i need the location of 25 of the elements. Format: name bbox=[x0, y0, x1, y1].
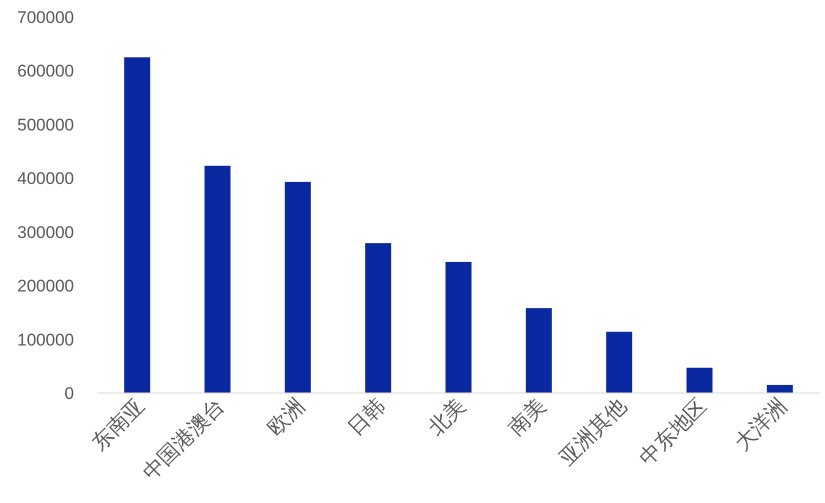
x-tick-label: 欧洲 bbox=[263, 394, 310, 440]
x-tick-label: 大洋洲 bbox=[730, 394, 792, 456]
y-tick-label: 400000 bbox=[17, 169, 74, 188]
y-tick-label: 500000 bbox=[17, 115, 74, 134]
bar bbox=[365, 243, 392, 393]
bar bbox=[766, 384, 793, 393]
y-tick-label: 600000 bbox=[17, 62, 74, 81]
x-tick-label: 北美 bbox=[424, 394, 470, 440]
x-tick-label: 日韩 bbox=[344, 394, 390, 440]
y-tick-label: 100000 bbox=[17, 330, 74, 350]
x-tick-label: 中东地区 bbox=[635, 394, 712, 470]
bar bbox=[204, 166, 230, 393]
x-tick-label: 亚洲其他 bbox=[555, 394, 631, 470]
bar bbox=[284, 182, 311, 393]
y-tick-label: 300000 bbox=[17, 222, 74, 242]
bar bbox=[686, 368, 712, 393]
x-tick-label: 东南亚 bbox=[88, 394, 149, 456]
bar bbox=[124, 57, 150, 393]
y-tick-label: 700000 bbox=[17, 8, 74, 27]
bar bbox=[446, 262, 472, 393]
x-tick-label: 南美 bbox=[504, 394, 550, 440]
bar bbox=[526, 308, 552, 393]
y-tick-label: 0 bbox=[64, 384, 74, 403]
bar bbox=[606, 332, 632, 393]
y-tick-label: 200000 bbox=[17, 276, 74, 296]
